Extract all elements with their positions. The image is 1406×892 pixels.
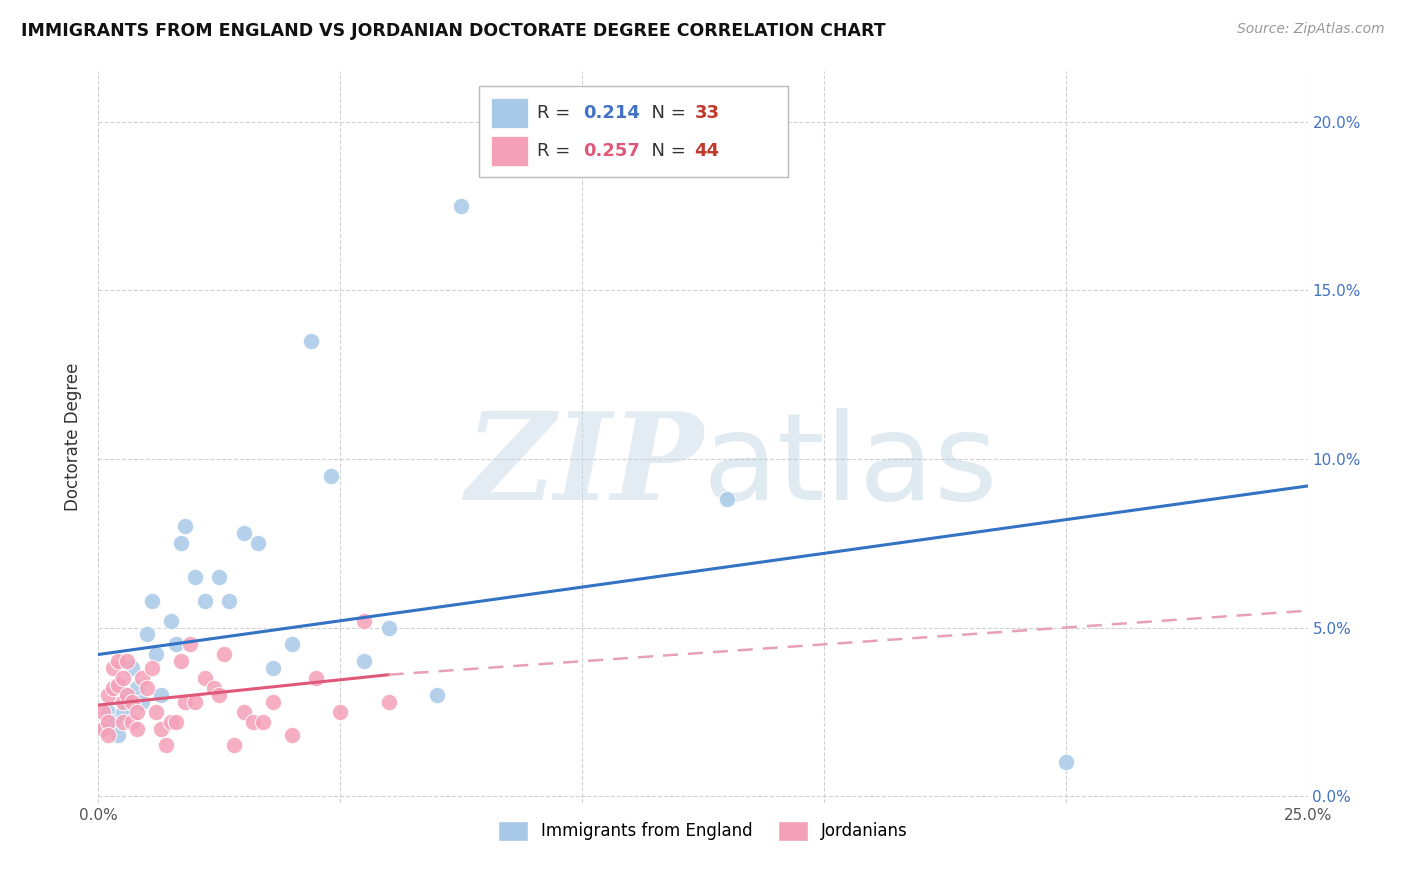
Point	[97, 728, 120, 742]
Point	[204, 681, 226, 696]
Point	[111, 705, 134, 719]
Point	[208, 570, 231, 584]
Point	[97, 688, 120, 702]
Text: 0.257: 0.257	[583, 142, 640, 160]
Point	[174, 519, 197, 533]
Legend: Immigrants from England, Jordanians: Immigrants from England, Jordanians	[489, 813, 917, 849]
Point	[169, 536, 191, 550]
Text: R =: R =	[537, 104, 576, 122]
Point	[281, 637, 304, 651]
Point	[150, 722, 173, 736]
Text: 44: 44	[695, 142, 720, 160]
Y-axis label: Doctorate Degree: Doctorate Degree	[65, 363, 83, 511]
Point	[194, 593, 217, 607]
Point	[121, 695, 143, 709]
Text: R =: R =	[537, 142, 576, 160]
Point	[145, 648, 167, 662]
Point	[262, 661, 284, 675]
Point	[97, 705, 120, 719]
Point	[716, 492, 738, 507]
Text: atlas: atlas	[703, 408, 998, 524]
Point	[141, 593, 163, 607]
Point	[107, 678, 129, 692]
Point	[117, 654, 139, 668]
Point	[281, 728, 304, 742]
Point	[208, 688, 231, 702]
Point	[97, 714, 120, 729]
Point	[101, 661, 124, 675]
Point	[232, 526, 254, 541]
Point	[135, 681, 157, 696]
Point	[262, 695, 284, 709]
Point	[101, 714, 124, 729]
Point	[184, 570, 207, 584]
Text: IMMIGRANTS FROM ENGLAND VS JORDANIAN DOCTORATE DEGREE CORRELATION CHART: IMMIGRANTS FROM ENGLAND VS JORDANIAN DOC…	[21, 22, 886, 40]
Point	[111, 671, 134, 685]
Point	[107, 728, 129, 742]
FancyBboxPatch shape	[492, 136, 527, 166]
Point	[131, 671, 153, 685]
Point	[218, 593, 240, 607]
Point	[165, 637, 187, 651]
Point	[252, 714, 274, 729]
Point	[155, 739, 177, 753]
Point	[117, 688, 139, 702]
Point	[135, 627, 157, 641]
Point	[329, 705, 352, 719]
Point	[145, 705, 167, 719]
Point	[232, 705, 254, 719]
Point	[160, 714, 183, 729]
Text: N =: N =	[640, 142, 692, 160]
Text: ZIP: ZIP	[465, 407, 703, 525]
Point	[141, 661, 163, 675]
Point	[242, 714, 264, 729]
Point	[101, 681, 124, 696]
Point	[299, 334, 322, 348]
Point	[131, 695, 153, 709]
Point	[91, 722, 114, 736]
Point	[426, 688, 449, 702]
FancyBboxPatch shape	[492, 98, 527, 128]
Point	[91, 705, 114, 719]
Point	[165, 714, 187, 729]
Point	[150, 688, 173, 702]
Point	[127, 681, 149, 696]
Point	[169, 654, 191, 668]
Point	[247, 536, 270, 550]
Point	[111, 695, 134, 709]
Point	[319, 468, 342, 483]
Point	[212, 648, 235, 662]
Point	[121, 714, 143, 729]
Point	[450, 199, 472, 213]
FancyBboxPatch shape	[479, 86, 787, 178]
Point	[160, 614, 183, 628]
Point	[353, 614, 375, 628]
Point	[127, 722, 149, 736]
Point	[107, 654, 129, 668]
Point	[194, 671, 217, 685]
Point	[127, 705, 149, 719]
Point	[377, 621, 399, 635]
Point	[174, 695, 197, 709]
Text: 0.214: 0.214	[583, 104, 640, 122]
Point	[117, 688, 139, 702]
Point	[179, 637, 201, 651]
Text: Source: ZipAtlas.com: Source: ZipAtlas.com	[1237, 22, 1385, 37]
Point	[222, 739, 245, 753]
Point	[377, 695, 399, 709]
Point	[353, 654, 375, 668]
Point	[305, 671, 328, 685]
Point	[121, 661, 143, 675]
Text: 33: 33	[695, 104, 720, 122]
Point	[111, 714, 134, 729]
Point	[91, 722, 114, 736]
Text: N =: N =	[640, 104, 692, 122]
Point	[184, 695, 207, 709]
Point	[1054, 756, 1077, 770]
